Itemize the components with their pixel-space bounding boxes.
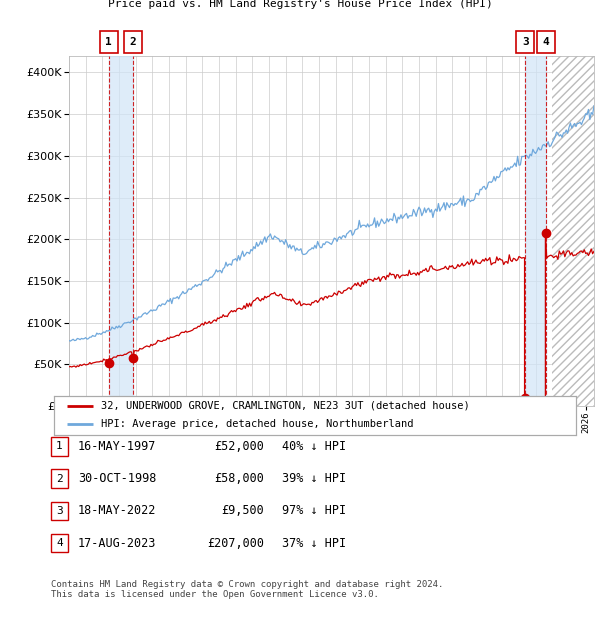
- Text: 37% ↓ HPI: 37% ↓ HPI: [282, 537, 346, 549]
- Bar: [553, 56, 594, 406]
- Text: 3: 3: [56, 506, 63, 516]
- Text: £207,000: £207,000: [207, 537, 264, 549]
- Text: 16-MAY-1997: 16-MAY-1997: [78, 440, 157, 453]
- Text: £52,000: £52,000: [214, 440, 264, 453]
- Text: 32, UNDERWOOD GROVE, CRAMLINGTON, NE23 3UT (detached house): 32, UNDERWOOD GROVE, CRAMLINGTON, NE23 3…: [101, 401, 470, 410]
- Bar: [525, 56, 546, 406]
- Bar: [109, 56, 133, 406]
- Text: 4: 4: [56, 538, 63, 548]
- Text: 97% ↓ HPI: 97% ↓ HPI: [282, 505, 346, 517]
- Text: Contains HM Land Registry data © Crown copyright and database right 2024.
This d: Contains HM Land Registry data © Crown c…: [51, 580, 443, 599]
- Text: 18-MAY-2022: 18-MAY-2022: [78, 505, 157, 517]
- Text: 39% ↓ HPI: 39% ↓ HPI: [282, 472, 346, 485]
- Text: 4: 4: [543, 37, 550, 47]
- Text: 17-AUG-2023: 17-AUG-2023: [78, 537, 157, 549]
- Text: £9,500: £9,500: [221, 505, 264, 517]
- Text: 2: 2: [56, 474, 63, 484]
- Text: 2: 2: [130, 37, 136, 47]
- Text: 40% ↓ HPI: 40% ↓ HPI: [282, 440, 346, 453]
- Text: 30-OCT-1998: 30-OCT-1998: [78, 472, 157, 485]
- Text: HPI: Average price, detached house, Northumberland: HPI: Average price, detached house, Nort…: [101, 419, 413, 429]
- Text: 1: 1: [56, 441, 63, 451]
- Text: £58,000: £58,000: [214, 472, 264, 485]
- Text: Price paid vs. HM Land Registry's House Price Index (HPI): Price paid vs. HM Land Registry's House …: [107, 0, 493, 9]
- Text: 3: 3: [522, 37, 529, 47]
- Text: 1: 1: [105, 37, 112, 47]
